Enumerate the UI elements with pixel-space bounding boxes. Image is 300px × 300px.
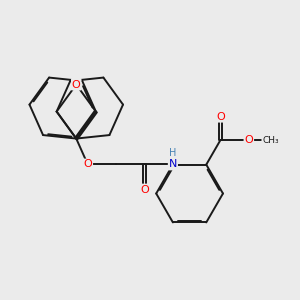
Text: O: O <box>72 80 81 90</box>
Text: CH₃: CH₃ <box>262 136 279 145</box>
Text: O: O <box>244 135 253 145</box>
Text: H: H <box>169 148 177 158</box>
Text: N: N <box>169 160 177 170</box>
Text: O: O <box>140 184 149 194</box>
Text: O: O <box>83 160 92 170</box>
Text: O: O <box>216 112 225 122</box>
